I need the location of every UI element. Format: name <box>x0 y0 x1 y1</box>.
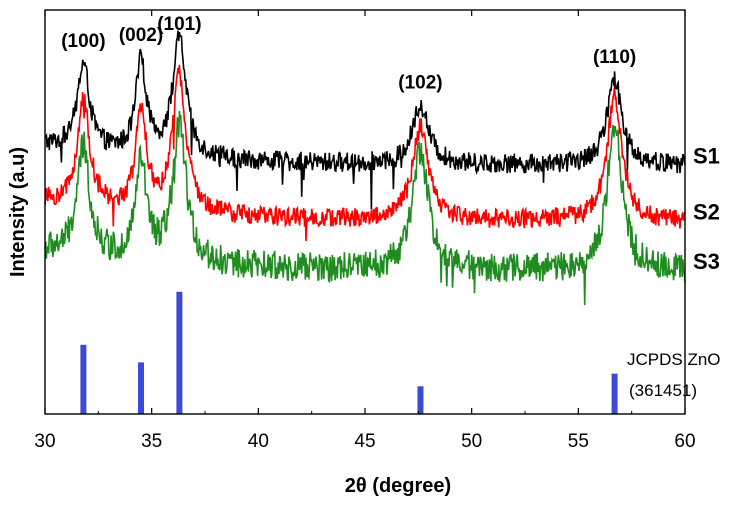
series-line-s3 <box>44 111 686 306</box>
series-line-s2 <box>44 64 686 242</box>
x-tick-label: 40 <box>248 431 269 452</box>
x-ticks-group: 30 35 40 45 50 55 60 <box>34 10 696 452</box>
x-tick-label: 30 <box>34 431 55 452</box>
series-group <box>44 30 686 306</box>
series-label-s3: S3 <box>693 249 720 274</box>
reference-label-line1: JCPDS ZnO <box>627 350 721 369</box>
series-label-s2: S2 <box>693 199 720 224</box>
x-axis-label: 2θ (degree) <box>345 475 451 497</box>
reference-bars-group <box>80 291 618 414</box>
series-label-s1: S1 <box>693 143 720 168</box>
x-tick-label: 55 <box>568 431 589 452</box>
peak-label: (101) <box>157 14 201 35</box>
labels-group: S3 S2 S1 (100) (002)(101) (102) (110) <box>61 14 720 274</box>
peak-label: (102) <box>398 73 442 94</box>
y-axis-label: Intensity (a.u) <box>7 147 29 277</box>
x-tick-label: 35 <box>141 431 162 452</box>
peak-label: (100) <box>61 31 105 52</box>
x-tick-label: 50 <box>461 431 482 452</box>
x-tick-label: 60 <box>674 431 695 452</box>
peak-label: (110) <box>593 47 636 68</box>
x-tick-label: 45 <box>354 431 375 452</box>
reference-label-line2: (361451) <box>629 381 697 400</box>
series-line-s1 <box>44 30 686 210</box>
peak-label: (002) <box>119 25 163 46</box>
